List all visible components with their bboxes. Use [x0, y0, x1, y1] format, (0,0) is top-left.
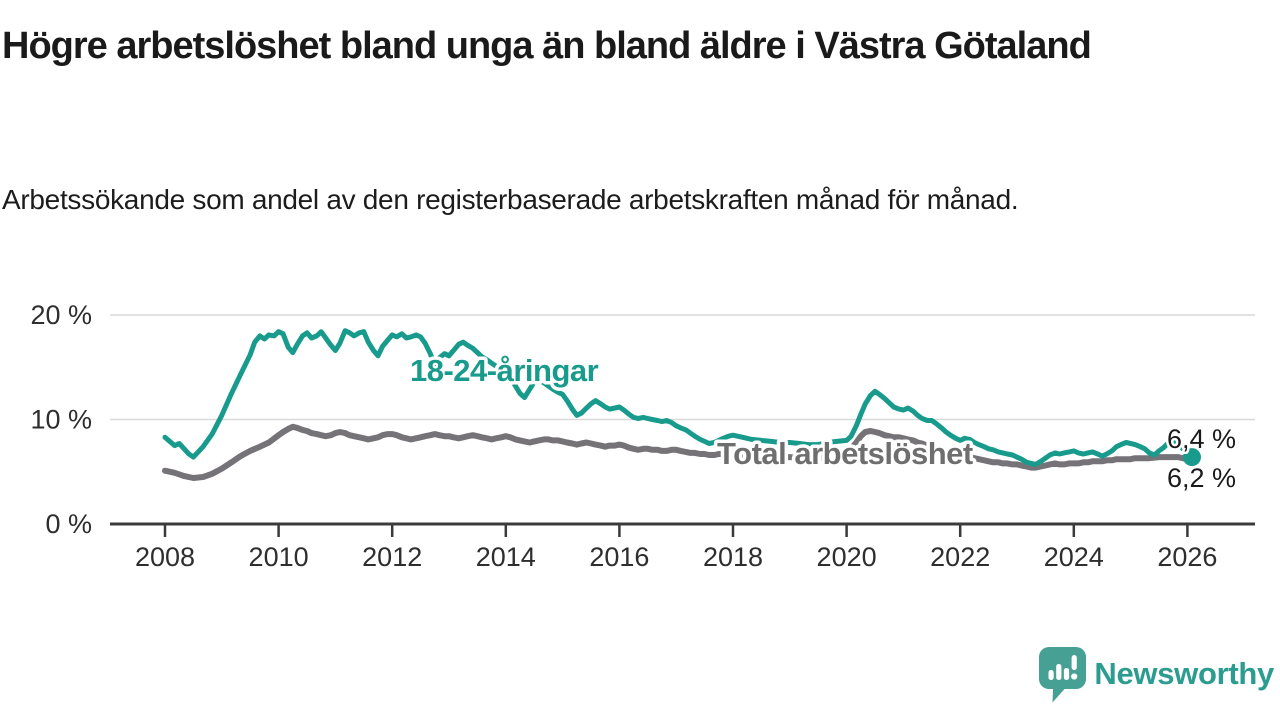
x-axis-tick-label: 2010 — [249, 542, 309, 572]
x-axis-tick-label: 2022 — [930, 542, 990, 572]
series-end-value-label: 6,2 % — [1167, 463, 1236, 493]
page-subtitle: Arbetssökande som andel av den registerb… — [2, 184, 1019, 215]
x-axis-tick-label: 2012 — [362, 542, 422, 572]
series-label: Total arbetslöshet — [717, 436, 973, 471]
x-axis-tick-label: 2008 — [135, 542, 195, 572]
newsworthy-logo: Newsworthy — [1039, 646, 1274, 706]
series-label: 18-24-åringar — [410, 353, 599, 388]
newsworthy-logo-icon — [1039, 647, 1087, 703]
x-axis-tick-label: 2014 — [476, 542, 536, 572]
series-line-total — [162, 423, 1195, 481]
x-axis-tick-label: 2016 — [589, 542, 649, 572]
x-axis-tick-label: 2026 — [1157, 542, 1217, 572]
page-title: Högre arbetslöshet bland unga än bland ä… — [2, 25, 1092, 67]
series-line-youth — [162, 328, 1195, 467]
newsworthy-logo-text: Newsworthy — [1094, 656, 1274, 691]
y-axis-tick-label: 20 % — [30, 300, 92, 330]
series-end-value-label: 6,4 % — [1167, 424, 1236, 454]
y-axis-tick-label: 10 % — [30, 405, 92, 435]
series-end-dot — [1182, 448, 1201, 467]
x-axis-tick-label: 2024 — [1044, 542, 1104, 572]
x-axis-tick-label: 2018 — [703, 542, 763, 572]
x-axis-tick-label: 2020 — [817, 542, 877, 572]
y-axis-tick-label: 0 % — [45, 509, 92, 539]
